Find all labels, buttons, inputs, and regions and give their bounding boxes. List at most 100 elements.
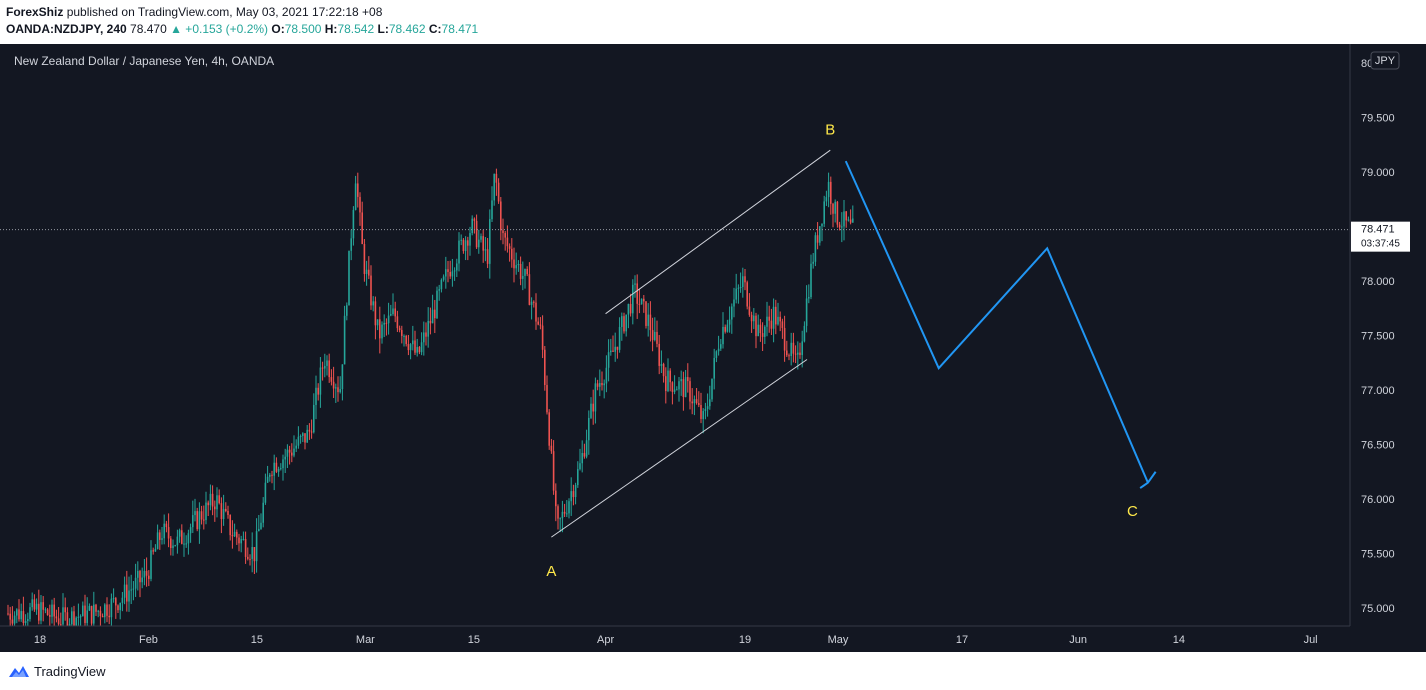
candle-body bbox=[20, 611, 22, 620]
candle-body bbox=[502, 230, 504, 234]
candle-body bbox=[759, 324, 762, 334]
candle-body bbox=[390, 313, 392, 316]
candle-body bbox=[132, 588, 135, 590]
candle-body bbox=[104, 604, 106, 618]
candle-body bbox=[156, 532, 159, 549]
candle-body bbox=[119, 602, 121, 611]
candle-body bbox=[189, 527, 192, 534]
wave-projection[interactable] bbox=[844, 160, 1157, 489]
candle-body bbox=[449, 271, 451, 277]
candle-body bbox=[187, 533, 190, 544]
candle-body bbox=[603, 383, 605, 386]
candle-body bbox=[291, 452, 293, 456]
low-label: L: bbox=[377, 22, 389, 36]
candle-body bbox=[744, 276, 746, 283]
candle-body bbox=[442, 276, 445, 280]
candle-body bbox=[198, 511, 201, 530]
candle-body bbox=[95, 604, 97, 612]
candle-body bbox=[814, 235, 817, 262]
candle-body bbox=[596, 383, 599, 387]
candle-body bbox=[585, 440, 588, 457]
candle-body bbox=[304, 433, 306, 443]
candle-body bbox=[247, 556, 249, 559]
candle-body bbox=[335, 387, 337, 389]
time-tick-label: 15 bbox=[251, 634, 263, 646]
candle-body bbox=[832, 203, 834, 214]
candle-body bbox=[651, 330, 654, 340]
countdown-value: 03:37:45 bbox=[1361, 239, 1400, 250]
candle-body bbox=[526, 268, 528, 275]
candle-body bbox=[425, 332, 427, 337]
candle-body bbox=[638, 303, 641, 305]
candle-body bbox=[343, 315, 346, 365]
candle-body bbox=[469, 233, 471, 246]
time-tick-label: 15 bbox=[468, 634, 480, 646]
high-label: H: bbox=[324, 22, 338, 36]
candle-body bbox=[497, 182, 500, 202]
channel-lines[interactable] bbox=[551, 149, 831, 538]
candle-body bbox=[90, 605, 93, 624]
candle-body bbox=[711, 378, 713, 400]
candle-body bbox=[126, 584, 128, 602]
candle-body bbox=[665, 376, 667, 392]
currency-badge[interactable] bbox=[1370, 51, 1400, 70]
price-axis[interactable] bbox=[1350, 44, 1426, 626]
candle-body bbox=[11, 619, 14, 624]
candle-body bbox=[797, 352, 799, 355]
candle-body bbox=[207, 502, 209, 506]
candle-body bbox=[691, 401, 693, 404]
candle-body bbox=[489, 219, 491, 264]
open-label: O: bbox=[271, 22, 285, 36]
tradingview-brand[interactable]: TradingView bbox=[34, 664, 106, 679]
candle-body bbox=[218, 495, 220, 504]
candle-body bbox=[368, 269, 370, 276]
candle-body bbox=[79, 616, 82, 618]
candle-body bbox=[302, 433, 304, 436]
time-axis[interactable] bbox=[0, 626, 1350, 652]
tradingview-logo-icon[interactable] bbox=[8, 663, 30, 679]
low-value: 78.462 bbox=[388, 22, 426, 36]
candle-body bbox=[414, 340, 416, 353]
candle-body bbox=[416, 347, 418, 353]
candle-body bbox=[174, 545, 176, 547]
candle-body bbox=[821, 223, 823, 227]
ohlc-legend: OANDA:NZDJPY, 240 78.470 ▲ +0.153 (+0.2%… bbox=[6, 22, 478, 36]
change-text: ▲ +0.153 (+0.2%) bbox=[170, 22, 269, 36]
candle-body bbox=[456, 263, 458, 271]
candle-body bbox=[735, 288, 737, 300]
candle-body bbox=[746, 282, 748, 307]
candle-body bbox=[49, 615, 51, 617]
candle-body bbox=[418, 347, 421, 353]
candle-body bbox=[656, 331, 658, 344]
publish-info: ForexShiz published on TradingView.com, … bbox=[6, 5, 382, 19]
candle-body bbox=[220, 503, 223, 520]
candle-body bbox=[709, 399, 711, 407]
price-chart[interactable]: A B C New Zealand Dollar / Japanese Yen, 4… bbox=[0, 44, 1426, 652]
candle-body bbox=[350, 238, 352, 251]
candle-body bbox=[451, 271, 454, 277]
candle-body bbox=[341, 364, 344, 390]
candle-body bbox=[117, 605, 119, 611]
chart-title: New Zealand Dollar / Japanese Yen, 4h, O… bbox=[14, 54, 274, 68]
candle-body bbox=[299, 435, 302, 437]
time-tick-label: Jul bbox=[1304, 634, 1318, 646]
candle-body bbox=[478, 239, 480, 248]
candle-body bbox=[460, 239, 462, 241]
candle-body bbox=[154, 548, 157, 552]
candle-body bbox=[306, 429, 308, 443]
candle-body bbox=[315, 387, 317, 405]
candle-body bbox=[579, 463, 581, 470]
candle-body bbox=[282, 459, 284, 469]
candle-body bbox=[680, 379, 682, 382]
candle-body bbox=[64, 607, 66, 613]
candle-body bbox=[387, 315, 390, 324]
candle-body bbox=[194, 511, 196, 516]
candle-body bbox=[781, 321, 784, 328]
candle-body bbox=[676, 389, 678, 391]
candle-body bbox=[473, 218, 476, 221]
candle-body bbox=[321, 367, 324, 369]
candle-body bbox=[258, 528, 260, 532]
author-name[interactable]: ForexShiz bbox=[6, 5, 64, 19]
time-tick-label: Apr bbox=[597, 634, 614, 646]
candle-body bbox=[31, 599, 33, 608]
